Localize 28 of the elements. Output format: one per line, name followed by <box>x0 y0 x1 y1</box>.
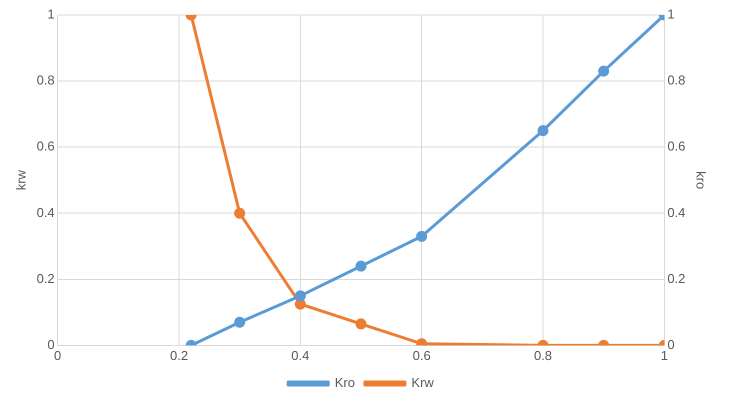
x-tick-label: 0.4 <box>291 348 310 363</box>
y-tick-label: 0.8 <box>36 72 55 88</box>
y-tick-label: 0.2 <box>36 270 55 286</box>
y-axis-title: krw <box>13 169 28 190</box>
point <box>356 260 366 272</box>
y2-tick-label: 0 <box>667 336 675 352</box>
y-tick-label: 0.4 <box>36 204 55 220</box>
y-tick-label: 1 <box>47 6 55 22</box>
point <box>537 125 548 136</box>
point <box>234 316 246 328</box>
y2-tick-label: 1 <box>667 6 675 22</box>
y2-tick-label: 0.6 <box>667 138 686 154</box>
y2-tick-label: 0.4 <box>667 204 686 220</box>
point <box>416 230 428 242</box>
y2-tick-label: 0.2 <box>667 270 686 286</box>
y2-tick-label: 0.8 <box>667 72 686 88</box>
legend-label: Kro <box>334 375 355 390</box>
legend-label: Krw <box>411 375 434 390</box>
y2-axis-title: kro <box>694 171 709 190</box>
point <box>598 66 610 77</box>
x-tick-label: 0.2 <box>170 348 188 363</box>
point <box>294 290 306 302</box>
y-tick-label: 0.6 <box>36 138 55 154</box>
x-tick-label: 1 <box>660 348 668 363</box>
point <box>234 208 246 219</box>
x-tick-label: 0.8 <box>534 348 552 363</box>
y-tick-label: 0 <box>47 336 55 352</box>
x-tick-label: 0.6 <box>412 348 431 363</box>
